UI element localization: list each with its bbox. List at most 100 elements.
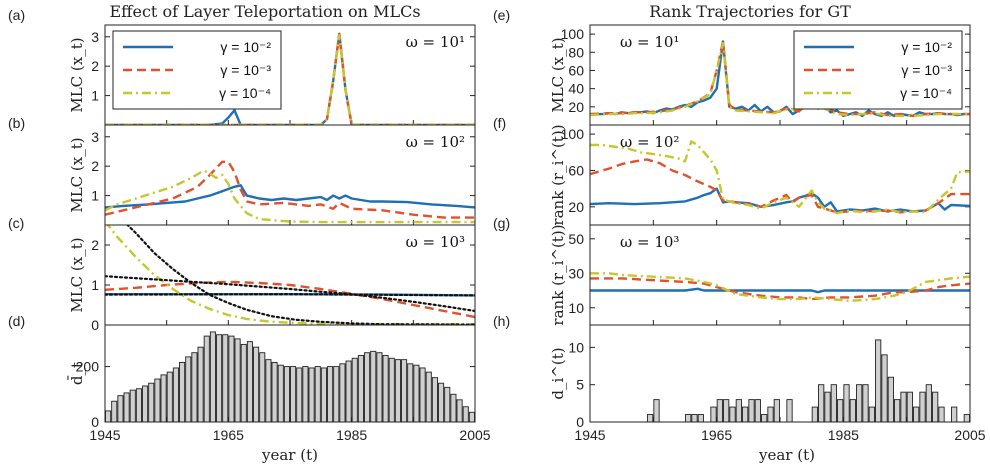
bar: [830, 384, 837, 422]
bar: [320, 367, 327, 422]
ylabel: MLC (x_t): [549, 37, 567, 112]
panel-label-f: (f): [493, 115, 506, 131]
bar: [856, 384, 863, 422]
panel-label-e: (e): [493, 7, 510, 23]
bar: [185, 356, 192, 422]
x-tick-label: 1945: [89, 427, 120, 443]
y-tick-label: 50: [568, 231, 584, 247]
series-line: [105, 184, 475, 209]
plot-area: [105, 225, 475, 325]
bar: [818, 384, 825, 422]
series-line: [590, 287, 970, 294]
series-line: [590, 42, 970, 118]
y-tick-label: 30: [568, 265, 584, 281]
bar: [142, 385, 149, 422]
series-line: [590, 272, 970, 303]
bar: [729, 406, 736, 422]
panel-label-g: (g): [493, 215, 510, 231]
left-title: Effect of Layer Teleportation on MLCs: [109, 2, 420, 21]
bar: [919, 391, 926, 422]
x-tick-label: 1985: [828, 427, 859, 443]
bar: [963, 414, 970, 422]
bar: [938, 406, 945, 422]
plot-area: [590, 272, 970, 303]
bar: [685, 414, 692, 422]
bar: [277, 364, 284, 422]
right-title: Rank Trajectories for GT: [649, 2, 851, 21]
left-xlabel: year (t): [261, 446, 318, 464]
bar: [129, 389, 136, 422]
bar: [456, 399, 463, 422]
bar: [748, 399, 755, 422]
series-line: [590, 277, 970, 301]
ylabel: rank (r_i^(t)): [549, 124, 567, 225]
series-line: [105, 280, 475, 319]
legend-label: γ = 10⁻²: [220, 39, 271, 55]
panel-d: 0 200 1945 1965 1985 2005: [76, 324, 491, 443]
axes-frame: [104, 324, 476, 423]
bar: [308, 367, 315, 422]
series-line: [106, 225, 475, 325]
bar: [887, 376, 894, 422]
y-tick-label: 10: [568, 300, 584, 316]
panel-label-d: (d): [8, 313, 25, 329]
ylabel: MLC (x_t): [68, 37, 86, 112]
bar: [894, 399, 901, 422]
bar: [773, 399, 780, 422]
ylabel: rank (r_i^(t)): [549, 224, 567, 325]
bar: [382, 355, 389, 422]
axes-frame: [589, 324, 971, 423]
legend-label: γ = 10⁻³: [220, 62, 271, 78]
bar: [265, 359, 272, 422]
y-tick-label: 3: [91, 129, 99, 145]
y-tick-label: 200: [76, 359, 100, 375]
bar: [843, 384, 850, 422]
bar: [117, 395, 124, 422]
series-line: [590, 187, 970, 213]
bar: [723, 399, 730, 422]
bar: [413, 364, 420, 422]
bar: [881, 354, 888, 422]
bar: [154, 378, 161, 422]
legend-label: γ = 10⁻⁴: [219, 85, 271, 101]
omega-annotation: ω = 10¹: [406, 33, 465, 51]
panel-g: 10 30 50 ω = 10³: [568, 224, 971, 326]
bar: [951, 406, 958, 422]
series-line: [105, 160, 475, 219]
bar: [786, 399, 793, 422]
bar: [246, 341, 253, 422]
y-tick-label: 1: [91, 88, 99, 104]
bar: [394, 359, 401, 422]
ylabel: d̄_t: [68, 362, 86, 385]
ylabel: MLC (x_t): [68, 237, 86, 312]
bar: [179, 361, 186, 422]
bar: [370, 350, 377, 422]
panel-a: 1 2 3 ω = 10¹ γ = 10⁻² γ = 10⁻³ γ = 10⁻⁴: [91, 24, 476, 126]
bar: [253, 346, 260, 422]
bar: [191, 352, 198, 422]
bar: [862, 384, 869, 422]
bar: [148, 382, 155, 422]
bar: [339, 363, 346, 422]
bar: [710, 406, 717, 422]
bar: [302, 366, 309, 422]
bar: [462, 406, 469, 422]
bar: [716, 399, 723, 422]
bar: [283, 366, 290, 422]
bar: [111, 400, 118, 422]
panel-label-h: (h): [493, 313, 510, 329]
x-tick-label: 1965: [213, 427, 244, 443]
bar: [166, 371, 173, 422]
bar: [209, 331, 216, 422]
bar: [925, 384, 932, 422]
y-tick-label: 0: [91, 414, 99, 430]
y-tick-label: 3: [91, 29, 99, 45]
series-line: [105, 169, 475, 224]
legend-label: γ = 10⁻³: [901, 62, 952, 78]
y-tick-label: 20: [568, 199, 584, 215]
bar: [868, 406, 875, 422]
series-line: [590, 140, 970, 215]
x-tick-label: 2005: [459, 427, 490, 443]
bar: [697, 414, 704, 422]
